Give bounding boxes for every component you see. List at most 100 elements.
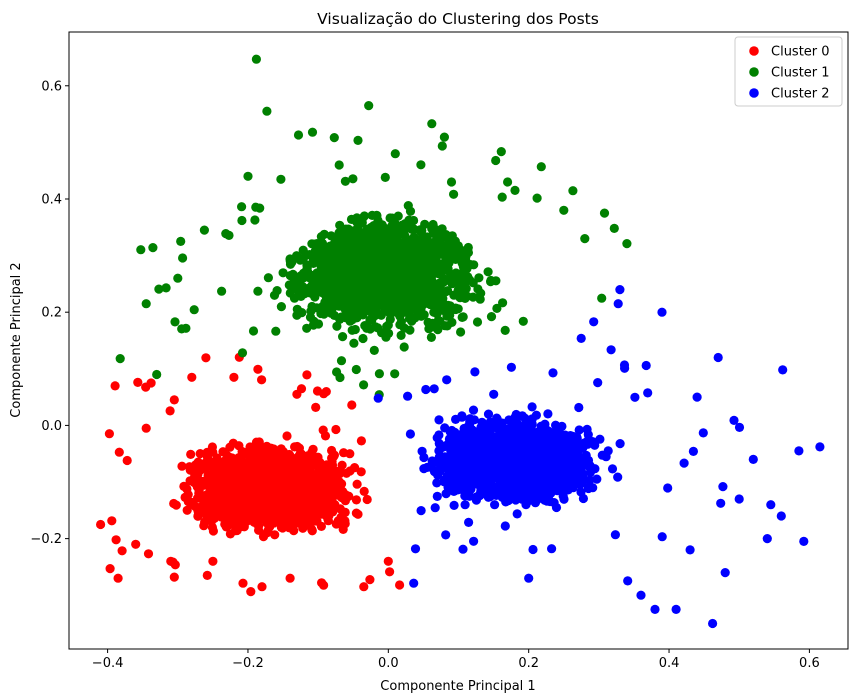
scatter-point xyxy=(275,513,285,523)
scatter-point xyxy=(330,500,340,510)
scatter-point xyxy=(435,281,445,291)
scatter-point xyxy=(453,285,463,295)
scatter-point xyxy=(208,526,218,536)
scatter-point xyxy=(259,477,269,487)
scatter-point xyxy=(236,513,246,523)
scatter-point xyxy=(336,356,347,366)
scatter-point xyxy=(559,205,569,215)
scatter-point xyxy=(113,573,123,583)
scatter-point xyxy=(461,254,471,264)
scatter-point xyxy=(319,229,329,239)
scatter-point xyxy=(330,483,340,494)
scatter-point xyxy=(397,239,407,249)
scatter-point xyxy=(233,472,244,482)
scatter-point xyxy=(437,141,447,151)
scatter-point xyxy=(302,323,312,333)
scatter-point xyxy=(182,505,192,515)
scatter-point xyxy=(228,456,239,466)
scatter-point xyxy=(333,269,343,279)
scatter-point xyxy=(439,132,449,142)
scatter-point xyxy=(351,364,361,375)
scatter-point xyxy=(290,465,300,475)
scatter-point xyxy=(231,494,241,504)
scatter-point xyxy=(427,119,437,129)
scatter-point xyxy=(390,149,400,159)
scatter-point xyxy=(331,519,341,529)
scatter-point xyxy=(183,490,193,500)
scatter-point xyxy=(295,448,306,458)
scatter-point xyxy=(263,500,273,510)
scatter-point xyxy=(445,276,455,286)
scatter-point xyxy=(362,494,372,505)
scatter-point xyxy=(442,321,452,331)
scatter-point xyxy=(334,160,344,170)
scatter-point xyxy=(224,230,234,240)
scatter-point xyxy=(425,270,435,280)
scatter-point xyxy=(446,177,457,187)
scatter-point xyxy=(305,312,316,322)
scatter-point xyxy=(338,294,348,304)
scatter-point xyxy=(201,353,211,363)
scatter-point xyxy=(244,449,254,460)
scatter-point xyxy=(483,409,494,419)
scatter-point xyxy=(262,106,272,116)
scatter-point xyxy=(400,307,410,317)
scatter-point xyxy=(186,449,196,459)
scatter-point xyxy=(409,215,419,226)
scatter-point xyxy=(194,488,204,498)
scatter-point xyxy=(195,449,205,459)
scatter-point xyxy=(200,479,210,489)
scatter-point xyxy=(111,535,121,545)
scatter-point xyxy=(110,381,120,391)
scatter-point xyxy=(237,215,247,226)
scatter-point xyxy=(228,438,238,448)
scatter-point xyxy=(286,485,296,495)
scatter-point xyxy=(353,294,363,304)
scatter-point xyxy=(579,475,589,485)
scatter-point xyxy=(307,239,317,249)
scatter-point xyxy=(329,471,339,481)
scatter-point xyxy=(251,202,261,212)
scatter-point xyxy=(413,253,423,263)
scatter-point xyxy=(359,380,369,390)
scatter-point xyxy=(307,127,318,137)
scatter-point xyxy=(131,539,141,549)
scatter-point xyxy=(402,278,412,288)
scatter-point xyxy=(225,529,235,539)
scatter-point xyxy=(104,429,114,439)
scatter-point xyxy=(278,268,288,278)
scatter-point xyxy=(114,447,124,457)
scatter-point xyxy=(211,510,221,520)
scatter-point xyxy=(270,530,280,540)
scatter-point xyxy=(202,452,213,462)
scatter-point xyxy=(146,378,156,388)
scatter-point xyxy=(419,464,429,474)
scatter-point xyxy=(222,471,233,481)
scatter-point xyxy=(510,185,520,195)
scatter-point xyxy=(202,505,213,515)
scatter-point xyxy=(136,245,146,255)
scatter-point xyxy=(580,234,590,244)
scatter-point xyxy=(305,521,315,531)
scatter-point xyxy=(443,252,453,262)
scatter-point xyxy=(315,492,325,502)
scatter-point xyxy=(251,54,261,64)
scatter-point xyxy=(399,323,409,333)
scatter-point xyxy=(328,257,338,267)
scatter-point xyxy=(476,422,486,432)
scatter-point xyxy=(383,556,393,566)
scatter-point xyxy=(152,369,162,380)
scatter-point xyxy=(373,323,383,333)
scatter-point xyxy=(319,289,329,299)
scatter-point xyxy=(285,256,295,266)
scatter-point xyxy=(359,582,369,592)
scatter-point xyxy=(337,460,347,470)
scatter-point xyxy=(568,186,578,196)
scatter-point xyxy=(177,324,187,334)
scatter-point xyxy=(143,549,154,559)
scatter-point xyxy=(331,424,341,435)
scatter-point xyxy=(428,219,438,230)
scatter-point xyxy=(583,436,593,446)
scatter-point xyxy=(407,224,417,234)
